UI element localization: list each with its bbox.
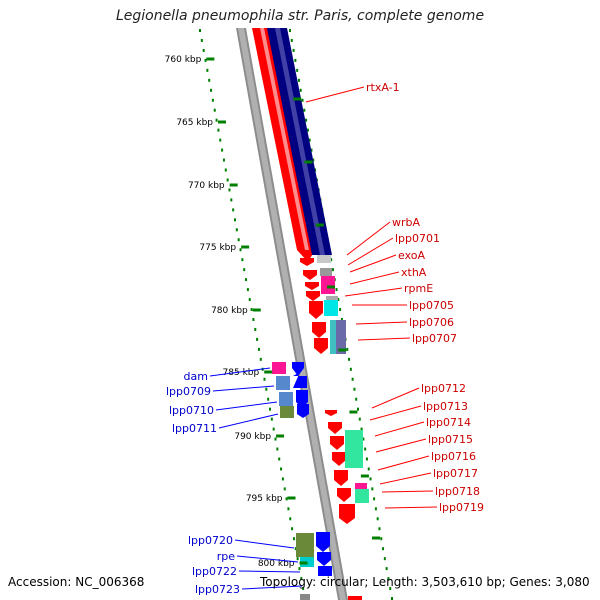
gene-label-left: dam [184, 370, 208, 383]
gene-label-right: lpp0719 [439, 501, 484, 514]
gene-label-right: lpp0713 [423, 400, 468, 413]
topology-text: Topology: circular; Length: 3,503,610 bp… [260, 575, 590, 589]
gene-label-right: lpp0716 [431, 450, 476, 463]
gene-label-right: xthA [401, 266, 427, 279]
gene-label-right: lpp0705 [409, 299, 454, 312]
label-leaders [209, 86, 438, 590]
gene-label-right: lpp0707 [412, 332, 457, 345]
map-title: Legionella pneumophila str. Paris, compl… [115, 8, 485, 24]
tick-label: 760 kbp [165, 55, 202, 65]
gene-label-right: wrbA [392, 216, 421, 229]
dotted-ruler-lines [199, 29, 393, 600]
gene-label-right: exoA [398, 249, 425, 262]
tick-label: 790 kbp [234, 432, 271, 442]
tick-label: 775 kbp [199, 243, 236, 253]
gene-label-left: lpp0711 [172, 422, 217, 435]
gene-label-right: lpp0718 [435, 485, 480, 498]
gene-label-right: lpp0714 [426, 416, 471, 429]
tick-label: 780 kbp [211, 306, 248, 316]
gene-label-left: lpp0723 [195, 583, 240, 596]
gene-label-left: lpp0722 [192, 565, 237, 578]
tick-label: 795 kbp [246, 494, 283, 504]
rtxA-1-reverse-bar [267, 28, 332, 263]
rtxA-1-forward-bar [252, 28, 315, 262]
gene-labels-left: dam lpp0709 lpp0710 lpp0711 lpp0720 rpe lpp072… [166, 370, 240, 596]
tick-label: 765 kbp [176, 118, 213, 128]
gene-label-right: lpp0712 [421, 382, 466, 395]
scale-ticks: 760 kbp 765 kbp 770 kbp 775 kbp 780 kbp 785 k… [165, 55, 381, 569]
tick-label: 800 kbp [258, 559, 295, 569]
gene-label-right: lpp0717 [433, 467, 478, 480]
gene-label-left: lpp0710 [169, 404, 214, 417]
accession-text: Accession: NC_006368 [8, 575, 145, 589]
gene-label-left: rpe [217, 550, 236, 563]
feature-blocks-bottom [296, 532, 362, 600]
feature-blocks-right [320, 268, 369, 503]
backbone [236, 28, 348, 600]
gene-label-right: lpp0706 [409, 316, 454, 329]
tick-label: 785 kbp [223, 368, 260, 378]
gene-label-right: rtxA-1 [366, 81, 400, 94]
forward-gene-arrows [300, 258, 355, 524]
gene-label-left: lpp0720 [188, 534, 233, 547]
gene-label-right: lpp0701 [395, 232, 440, 245]
gene-label-right: rpmE [404, 282, 433, 295]
feature-blocks-left [272, 362, 309, 418]
gene-label-left: lpp0709 [166, 385, 211, 398]
gene-labels-right: rtxA-1 wrbA lpp0701 exoA xthA rpmE lpp0705 lpp0… [366, 81, 484, 514]
tick-label: 770 kbp [188, 181, 225, 191]
gene-label-right: lpp0715 [428, 433, 473, 446]
